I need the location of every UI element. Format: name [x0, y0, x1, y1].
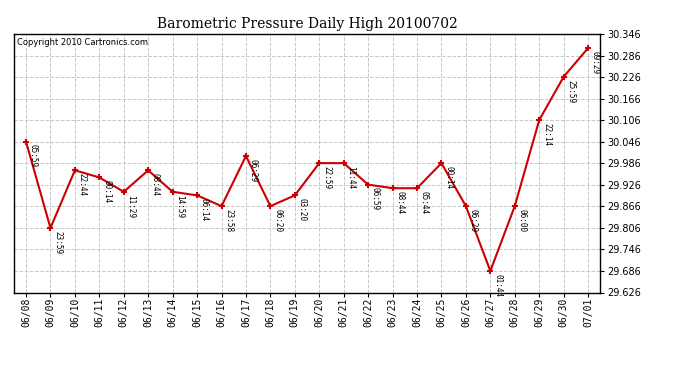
Text: 05:59: 05:59 [29, 144, 38, 168]
Text: 00:14: 00:14 [102, 180, 111, 203]
Text: 06:29: 06:29 [248, 159, 258, 182]
Text: 11:29: 11:29 [126, 195, 135, 218]
Text: 08:44: 08:44 [395, 191, 404, 214]
Text: 06:20: 06:20 [273, 209, 282, 232]
Text: 14:59: 14:59 [175, 195, 184, 218]
Text: 06:00: 06:00 [518, 209, 526, 232]
Title: Barometric Pressure Daily High 20100702: Barometric Pressure Daily High 20100702 [157, 17, 457, 31]
Text: 06:14: 06:14 [200, 198, 209, 221]
Text: Copyright 2010 Cartronics.com: Copyright 2010 Cartronics.com [17, 38, 148, 46]
Text: 11:44: 11:44 [346, 166, 355, 189]
Text: 06:59: 06:59 [371, 188, 380, 210]
Text: 03:20: 03:20 [297, 198, 306, 221]
Text: 22:44: 22:44 [78, 173, 87, 196]
Text: 08:44: 08:44 [151, 173, 160, 196]
Text: 01:44: 01:44 [493, 274, 502, 297]
Text: 23:58: 23:58 [224, 209, 233, 232]
Text: 22:14: 22:14 [542, 123, 551, 146]
Text: 00:14: 00:14 [444, 166, 453, 189]
Text: 23:59: 23:59 [53, 231, 62, 254]
Text: 09:29: 09:29 [591, 51, 600, 74]
Text: 25:59: 25:59 [566, 80, 575, 103]
Text: 05:44: 05:44 [420, 191, 428, 214]
Text: 22:59: 22:59 [322, 166, 331, 189]
Text: 06:29: 06:29 [469, 209, 477, 232]
